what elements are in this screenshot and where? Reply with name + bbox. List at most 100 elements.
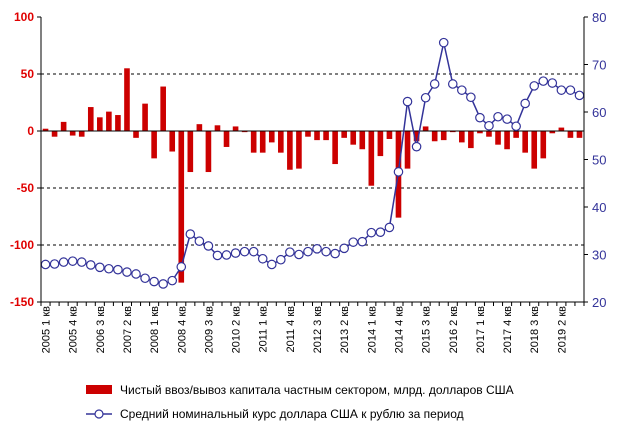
bar [287,131,293,170]
bar [567,131,574,138]
bar [341,131,347,138]
bar [160,86,166,131]
right-tick-label: 60 [592,105,606,120]
line-marker [276,254,286,265]
line-marker [149,276,159,287]
bar [178,131,185,283]
line-marker [122,267,132,277]
line-marker [85,260,96,270]
x-tick-label: 2016 2 кв [448,306,460,354]
bar [422,126,429,131]
line-marker [67,256,78,266]
line-marker [58,257,69,267]
bar [549,131,556,134]
bar [531,131,538,169]
bar [522,131,528,153]
left-tick-label: 50 [21,67,35,81]
left-tick-label: -150 [10,295,34,309]
x-tick-label: 2008 1 кв [149,306,161,354]
line-marker [429,79,440,89]
line-marker [212,250,223,261]
line-marker [330,248,340,259]
bar [359,131,366,150]
line-marker [321,246,331,257]
line-marker [366,227,377,238]
bar [268,131,275,143]
line-marker [493,111,503,122]
bar [314,131,320,141]
x-tick-label: 2008 4 кв [176,306,188,354]
line-marker [547,78,558,88]
bar [449,131,456,133]
left-tick-label: 100 [14,10,34,24]
line-marker [375,227,386,237]
line-marker [176,262,187,272]
legend-bar-label: Чистый ввоз/вывоз капитала частным секто… [120,383,514,397]
bar [486,131,492,137]
bar [169,131,176,152]
line-marker [475,112,485,123]
x-tick-label: 2013 2 кв [339,306,351,354]
legend-line-marker [94,409,104,419]
line-marker [438,37,449,48]
bar [477,131,483,134]
bar [142,103,148,131]
line-marker [447,79,458,89]
line-marker [529,81,540,91]
x-tick-label: 2017 1 кв [475,306,487,354]
left-tick-label: 0 [27,124,34,138]
bar [250,131,257,153]
right-tick-label: 70 [592,58,606,73]
bar [97,117,103,131]
line-marker [266,259,277,270]
x-tick-label: 2014 1 кв [366,306,378,354]
bar [151,131,157,159]
line-marker [484,120,494,131]
line-marker [40,259,51,270]
bar [404,131,411,169]
bar [124,68,130,131]
line-marker [556,85,567,95]
right-tick-label: 20 [592,295,606,310]
grid-lines [41,73,584,246]
line-marker [466,92,476,103]
left-tick-label: -50 [17,181,35,195]
bar [196,124,203,131]
line-marker [411,141,422,152]
line-marker [384,222,395,233]
line-marker [158,279,168,289]
bar [278,131,284,153]
line-marker [402,96,413,107]
bar [558,127,565,131]
bar [259,131,266,153]
bar [133,131,139,138]
line-marker [511,121,521,132]
x-tick-label: 2005 1 кв [41,306,53,354]
left-axis-ticks: 100 50 0 -50 -100 -150 [10,10,41,309]
bar [51,131,58,137]
bar [87,107,94,131]
line-marker [104,263,114,274]
bar [106,111,112,131]
line-marker [420,92,431,103]
x-tick-label: 2019 2 кв [556,306,568,354]
bar [187,131,194,173]
x-tick-label: 2006 3 кв [95,306,107,354]
line-marker [95,262,105,273]
line-marker [167,275,178,286]
line-marker [565,85,576,95]
bar [241,131,248,133]
bar [576,131,583,138]
x-tick-label: 2007 2 кв [122,306,134,354]
bar [60,121,67,131]
bar [115,115,121,131]
legend-bar-swatch [86,385,112,394]
bar [78,131,85,137]
right-tick-label: 80 [592,10,606,25]
x-axis-ticks: 2005 1 кв 2005 4 кв 2006 3 кв 2007 2 кв 2008… [40,302,585,354]
line-marker [194,236,205,246]
line-marker [538,76,549,86]
bar [323,131,329,141]
line-marker [285,247,295,257]
